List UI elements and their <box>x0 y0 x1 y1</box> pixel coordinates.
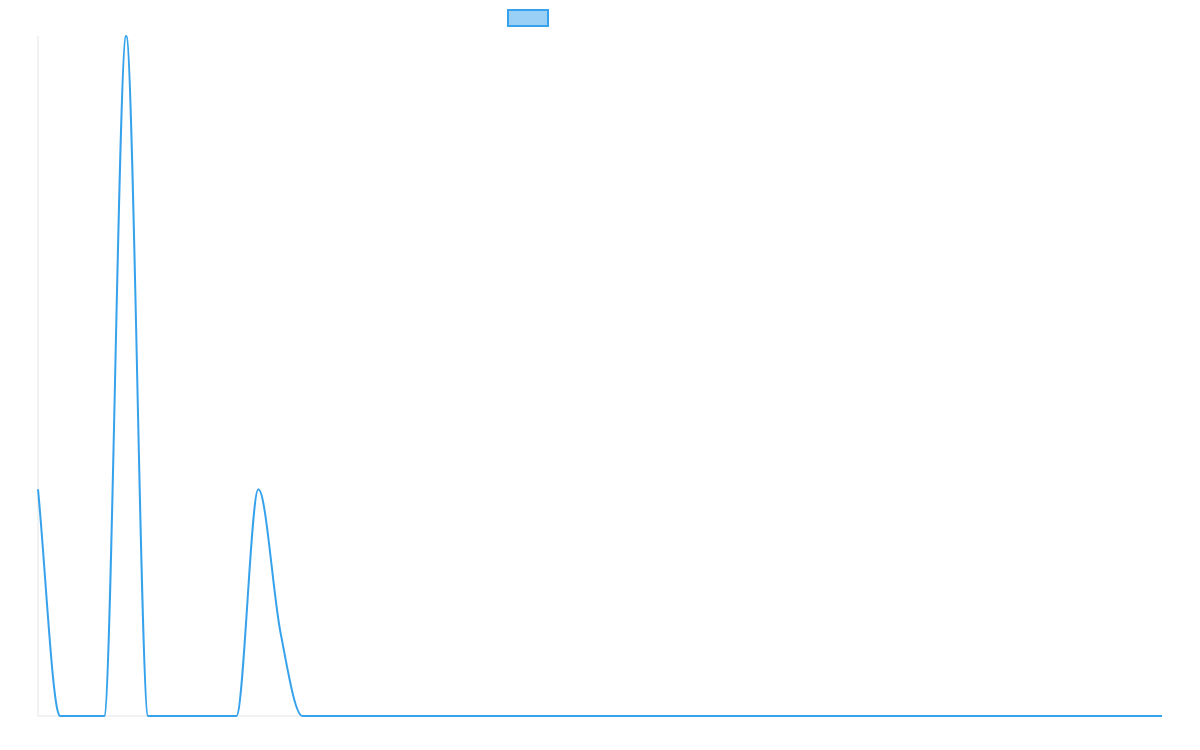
axes <box>37 36 1162 717</box>
series-layer <box>37 35 1162 717</box>
legend-swatch-0[interactable] <box>507 9 549 27</box>
legend[interactable] <box>507 9 549 27</box>
series-line-0 <box>37 35 1162 717</box>
